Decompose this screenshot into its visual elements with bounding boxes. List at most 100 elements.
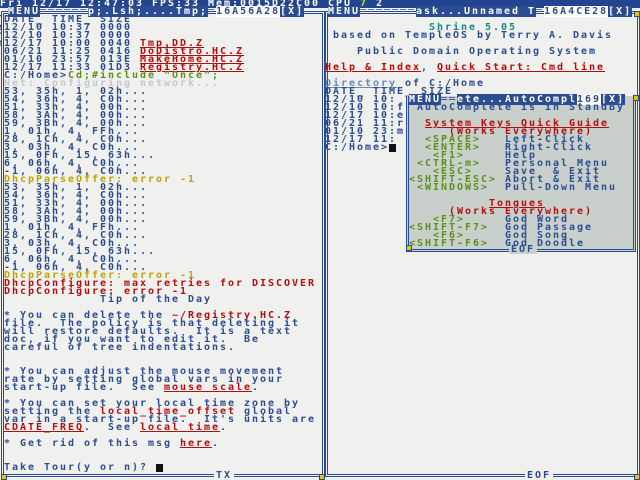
autocomplete-popup[interactable]: MENU══ete...AutoCompl169[X] AutoComplete… xyxy=(406,94,639,255)
link[interactable]: Help & Index xyxy=(325,62,422,73)
terminal-output[interactable]: TDATE_ TIME_ SIZE e12/10 10:37 0000 r12/10… xyxy=(0,15,316,473)
text-line: DhcpConfigure: max retries for DISCOVER xyxy=(0,279,316,289)
text-line: 12/17 10:e xyxy=(325,110,406,121)
text-line: <F7> God Word xyxy=(409,215,569,225)
close-button[interactable]: [X] xyxy=(608,6,633,17)
text-segment: start-up file. See xyxy=(0,382,165,393)
text-line: Directory of C:/Home xyxy=(325,78,485,89)
text-segment: 12/17 11: xyxy=(325,134,398,145)
link[interactable]: DoDistro.HC.Z xyxy=(140,46,245,57)
link[interactable]: local time xyxy=(140,422,221,433)
menu-button[interactable]: MENU xyxy=(409,94,442,105)
text-segment: 01/10 23:m xyxy=(325,126,406,137)
text-line: 6, 06h, 4, C0h... xyxy=(0,255,140,265)
popup-title-bar[interactable]: MENU══ete...AutoCompl169[X] xyxy=(409,94,633,105)
text-segment: <WINDOWS> xyxy=(409,182,506,193)
text-segment: 12/17 11:33 01D3 xyxy=(0,62,141,73)
cpu-core-1: 7 xyxy=(360,0,369,9)
text-line: Tongues xyxy=(409,198,546,209)
link[interactable]: Quick Start: Cmd line xyxy=(437,62,606,73)
link[interactable]: MakeHome.HC.Z xyxy=(140,54,245,65)
text-segment: Right-Click xyxy=(505,142,594,153)
text-segment: <F1> xyxy=(409,150,506,161)
text-segment: based on TempleOS by Terry A. Davis xyxy=(325,30,614,41)
link[interactable]: mouse scale xyxy=(164,382,253,393)
link[interactable]: System Keys Quick Guide xyxy=(425,118,610,129)
text-line: 59, 3Bh, 4, 00h... xyxy=(0,215,148,225)
text-line: 53, 35h, 1, 02h... xyxy=(0,87,148,97)
text-line: 58, 3Ah, 4, 00h... xyxy=(0,207,148,217)
text-line: Help & Index, Quick Start: Cmd line xyxy=(325,62,606,73)
link[interactable]: Tongues xyxy=(489,198,546,209)
text-segment: local_time_offset xyxy=(100,406,237,417)
text-line: 15, 0Fh, 15, 63h... xyxy=(0,247,156,257)
menu-button[interactable]: MENU xyxy=(328,6,361,17)
text-cursor xyxy=(389,144,397,152)
link[interactable]: here xyxy=(180,438,213,449)
resize-handle[interactable] xyxy=(406,245,412,251)
text-line: start-up file. See mouse scale. xyxy=(0,382,261,393)
text-segment: . See xyxy=(84,422,141,433)
resize-handle[interactable] xyxy=(634,11,640,17)
text-line: * You can set your local time zone by xyxy=(0,398,301,409)
text-segment: 12/17 10:e xyxy=(325,110,406,121)
text-segment: * You can delete the xyxy=(0,310,173,321)
text-line: <SHIFT-F6> God Doodle xyxy=(409,239,585,249)
text-segment: . xyxy=(220,422,229,433)
text-segment: 1, 01h, 4, FFh... xyxy=(0,222,141,233)
text-line: <SHIFT-ESC> Abort & Exit xyxy=(409,174,601,185)
text-segment: <SHIFT-F7> xyxy=(409,222,506,233)
text-segment: 28, 1Ch, 4, C0h... xyxy=(0,134,149,145)
text-segment: <SHIFT-ESC> xyxy=(409,174,506,185)
text-line: <F1> Help xyxy=(409,150,537,161)
text-line: will restore defaults. It is a text xyxy=(0,326,293,337)
text-line: Public Domain Operating System xyxy=(325,47,597,57)
task-id: 16A56A28 xyxy=(216,6,281,17)
text-line: 06/21 11:r xyxy=(325,119,405,129)
window-title-bar[interactable]: MENU══════p;.Lsh;....Tmp;═16A56A28[X] xyxy=(8,6,305,17)
text-line: 6, 06h, 4, C0h... xyxy=(0,159,140,169)
menu-button[interactable]: MENU xyxy=(8,6,41,17)
text-segment: Net: Configuring network... xyxy=(0,78,221,89)
text-line: DATE_ TIME_ SIZE xyxy=(325,87,453,97)
popup-footer-label: EOF xyxy=(509,244,538,255)
text-segment: DhcpConfigure: error -1 xyxy=(0,286,189,297)
text-line: setting the local_time_offset global xyxy=(0,406,293,417)
text-line: * You can delete the ~/Registry.HC.Z xyxy=(0,310,292,321)
text-line: C:/Home>Cd;#include "Once"; xyxy=(0,70,220,81)
text-segment: Personal Menu xyxy=(505,158,610,169)
text-segment: 01/10 23:57 013E xyxy=(0,54,141,65)
text-line: 54, 36h, 4, C0h... xyxy=(0,191,148,201)
text-line: Net: Configuring network... xyxy=(0,78,221,89)
close-button[interactable]: [X] xyxy=(280,6,305,17)
text-line: (Works Everywhere) xyxy=(409,127,593,137)
text-segment: 12/10 10: xyxy=(325,94,398,105)
text-segment: * You can set your local time zone by xyxy=(0,398,301,409)
resize-handle[interactable] xyxy=(634,474,640,480)
text-segment: 15, 0Fh, 15, 63h... xyxy=(0,150,157,161)
text-line: System Keys Quick Guide xyxy=(409,118,610,129)
text-line: 12/17 11: xyxy=(325,134,398,145)
terminal-window-left[interactable]: MENU══════p;.Lsh;....Tmp;═16A56A28[X] TD… xyxy=(0,6,325,480)
text-segment: . xyxy=(252,382,261,393)
text-segment: DhcpParseOffer: error -1 xyxy=(0,174,197,185)
text-line: <ENTER> Right-Click xyxy=(409,142,594,153)
close-button[interactable]: [X] xyxy=(601,94,626,105)
text-segment: global xyxy=(236,406,293,417)
text-line: DhcpParseOffer: error -1 xyxy=(0,271,196,281)
text-segment: rate by setting global vars in your xyxy=(0,374,285,385)
text-line: m12/17 10:00 0040 Tmp.DD.Z xyxy=(0,38,205,49)
link[interactable]: Registry.HC.Z xyxy=(140,62,245,73)
link[interactable]: Tmp.DD.Z xyxy=(140,38,205,49)
text-segment: Tip of the Day xyxy=(0,294,213,305)
terminal-output[interactable]: Shrine 5.05 based on TempleOS by Terry A… xyxy=(325,16,614,153)
resize-handle[interactable] xyxy=(1,474,7,480)
text-segment: 59, 3Bh, 4, 00h... xyxy=(0,118,149,129)
link[interactable]: CDATE_FREQ xyxy=(4,422,85,433)
text-segment: <F6> xyxy=(409,230,506,241)
window-title-bar[interactable]: MENU═══════ask...Unnamed T═16A4CE28[X] xyxy=(328,6,633,17)
resize-handle[interactable] xyxy=(633,95,639,101)
link[interactable]: Directory xyxy=(325,78,398,89)
text-segment: C:/Home> xyxy=(0,70,69,81)
text-segment: will restore defaults. It is a text xyxy=(0,326,293,337)
